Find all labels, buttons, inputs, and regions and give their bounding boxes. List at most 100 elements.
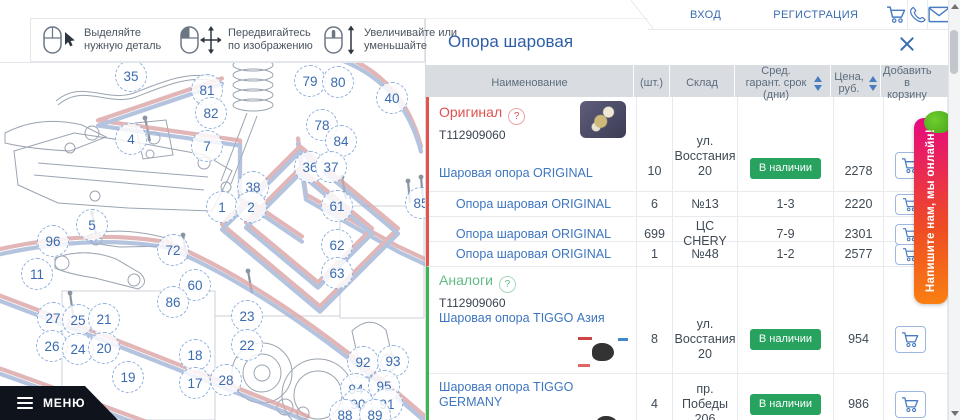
add-to-cart-button[interactable] <box>894 325 926 353</box>
part-number-circle[interactable]: 7 <box>191 130 223 162</box>
analog-section: Аналоги T112909060 Шаровая опора TIGGO А… <box>426 266 948 420</box>
part-number-circle[interactable]: 19 <box>112 361 144 393</box>
page-scrollbar[interactable] <box>948 0 960 420</box>
cart-icon <box>901 396 918 412</box>
scrollbar-thumb[interactable] <box>950 30 958 74</box>
price-cell: 2220 <box>833 192 883 217</box>
stock-cell: ул. Восстания 20 <box>672 305 737 373</box>
product-thumbnail[interactable] <box>580 101 626 138</box>
product-thumbnail[interactable]: КитКарс <box>576 414 630 420</box>
part-number-circle[interactable]: 80 <box>322 66 354 98</box>
add-to-cart-button[interactable] <box>894 390 926 418</box>
hint-zoom-label: Увеличивайте или уменьшайте <box>364 27 458 52</box>
close-icon[interactable] <box>899 36 915 52</box>
hint-pan: Передвигайтесь по изображению <box>180 25 324 55</box>
part-number-circle[interactable]: 2 <box>235 191 267 223</box>
part-number-circle[interactable]: 4 <box>115 123 147 155</box>
part-number-circle[interactable]: 28 <box>210 364 242 396</box>
table-row: Опора шаровая ORIGINAL 699 ЦС CHERY 7-9 … <box>429 216 947 251</box>
help-icon[interactable] <box>508 108 526 125</box>
part-link[interactable]: Шаровая опора TIGGO GERMANY <box>439 380 574 409</box>
table-row: Шаровая опора TIGGO GERMANY КитКарс 4 пр… <box>429 373 947 420</box>
part-number-circle[interactable]: 20 <box>88 332 120 364</box>
availability-badge: В наличии <box>749 158 822 179</box>
part-number-circle[interactable]: 18 <box>179 339 211 371</box>
sort-arrows-icon[interactable] <box>869 75 877 91</box>
stock-cell: №13 <box>672 192 737 217</box>
qty-cell: 699 <box>636 217 672 251</box>
hamburger-icon <box>17 396 33 410</box>
online-chat-banner[interactable]: Напишите нам, мы онлайн! <box>914 111 951 304</box>
qty-cell: 1 <box>636 242 672 267</box>
product-thumbnail[interactable] <box>576 335 630 369</box>
divider <box>743 0 760 30</box>
part-number-circle[interactable]: 17 <box>179 367 211 399</box>
sort-arrows-icon[interactable] <box>814 75 822 91</box>
price-cell: 2577 <box>833 242 883 267</box>
part-number-circle[interactable]: 82 <box>195 97 227 129</box>
section-label-original: Оригинал <box>439 104 503 120</box>
stock-cell: ЦС CHERY <box>672 217 737 251</box>
part-number-circle[interactable]: 22 <box>231 329 263 361</box>
part-number-circle[interactable]: 61 <box>321 190 353 222</box>
part-number-circle[interactable]: 11 <box>21 258 53 290</box>
part-number-circle[interactable]: 5 <box>76 209 108 241</box>
availability-badge: В наличии <box>749 328 822 350</box>
part-link[interactable]: Шаровая опора ORIGINAL <box>439 166 593 180</box>
scroll-up-icon[interactable] <box>951 4 959 9</box>
part-number-circle[interactable]: 79 <box>294 65 326 97</box>
original-section: Оригинал T112909060 Шаровая опора ORIGIN… <box>426 97 948 267</box>
cart-button[interactable] <box>886 0 907 30</box>
col-price-sort[interactable]: Цена, руб. <box>830 65 880 101</box>
availability-badge: В наличии <box>749 393 822 415</box>
part-number-circle[interactable]: 23 <box>231 300 263 332</box>
cart-icon <box>901 331 918 347</box>
stock-cell: №48 <box>672 242 737 267</box>
login-link[interactable]: ВХОД <box>690 8 722 21</box>
phone-icon <box>910 6 927 23</box>
part-results-panel: Опора шаровая Наименование (шт.) Склад С… <box>425 18 948 420</box>
col-qty: (шт.) <box>633 65 669 101</box>
parts-diagram[interactable]: 3581827980407884743637381261855967211608… <box>0 62 425 420</box>
cart-icon <box>887 6 906 23</box>
part-number-circle[interactable]: 35 <box>115 63 147 92</box>
part-link[interactable]: Опора шаровая ORIGINAL <box>455 197 612 211</box>
table-row: Оригинал T112909060 Шаровая опора ORIGIN… <box>429 97 947 191</box>
part-number-circle[interactable]: 40 <box>376 82 408 114</box>
table-row: Опора шаровая ORIGINAL 6 №13 1-3 2220 <box>429 191 947 217</box>
warranty-cell: 7-9 <box>737 217 833 251</box>
col-warranty-sort[interactable]: Сред. гарант. срок (дни) <box>734 65 830 101</box>
part-number-circle[interactable]: 72 <box>157 234 189 266</box>
section-header: Аналоги T112909060 <box>429 267 947 311</box>
hint-select: Выделяйте нужную деталь <box>43 25 180 55</box>
part-link[interactable]: Опора шаровая ORIGINAL <box>455 226 612 241</box>
scroll-down-icon[interactable] <box>951 411 959 416</box>
email-button[interactable] <box>927 0 950 30</box>
mouse-select-icon <box>43 26 75 54</box>
part-number-circle[interactable]: 60 <box>179 269 211 301</box>
qty-cell: 6 <box>636 192 672 217</box>
hint-zoom: Увеличивайте или уменьшайте <box>324 25 460 55</box>
part-number-circle[interactable]: 96 <box>37 225 69 257</box>
warranty-cell: 1-2 <box>737 242 833 267</box>
part-number-circle[interactable]: 37 <box>315 151 347 183</box>
part-number-circle[interactable]: 86 <box>157 286 189 318</box>
panel-title: Опора шаровая <box>448 32 574 51</box>
price-cell: 954 <box>833 305 883 373</box>
part-link[interactable]: Шаровая опора TIGGO Азия <box>439 311 605 325</box>
part-number-circle[interactable]: 1 <box>206 191 238 223</box>
register-link[interactable]: РЕГИСТРАЦИЯ <box>773 8 859 21</box>
col-name: Наименование <box>491 77 568 89</box>
article-number: T112909060 <box>439 296 506 310</box>
help-icon[interactable] <box>498 276 516 293</box>
phone-button[interactable] <box>907 0 927 30</box>
part-number-circle[interactable]: 63 <box>321 257 353 289</box>
top-bar: ВХОД РЕГИСТРАЦИЯ <box>630 0 950 31</box>
part-link[interactable]: Опора шаровая ORIGINAL <box>455 247 612 261</box>
hint-pan-label: Передвигайтесь по изображению <box>228 27 313 52</box>
table-row: Шаровая опора TIGGO Азия 8 ул. Восстания… <box>429 305 947 373</box>
part-number-circle[interactable]: 21 <box>88 303 120 335</box>
price-cell: 2301 <box>833 217 883 251</box>
qty-cell: 10 <box>636 97 672 191</box>
